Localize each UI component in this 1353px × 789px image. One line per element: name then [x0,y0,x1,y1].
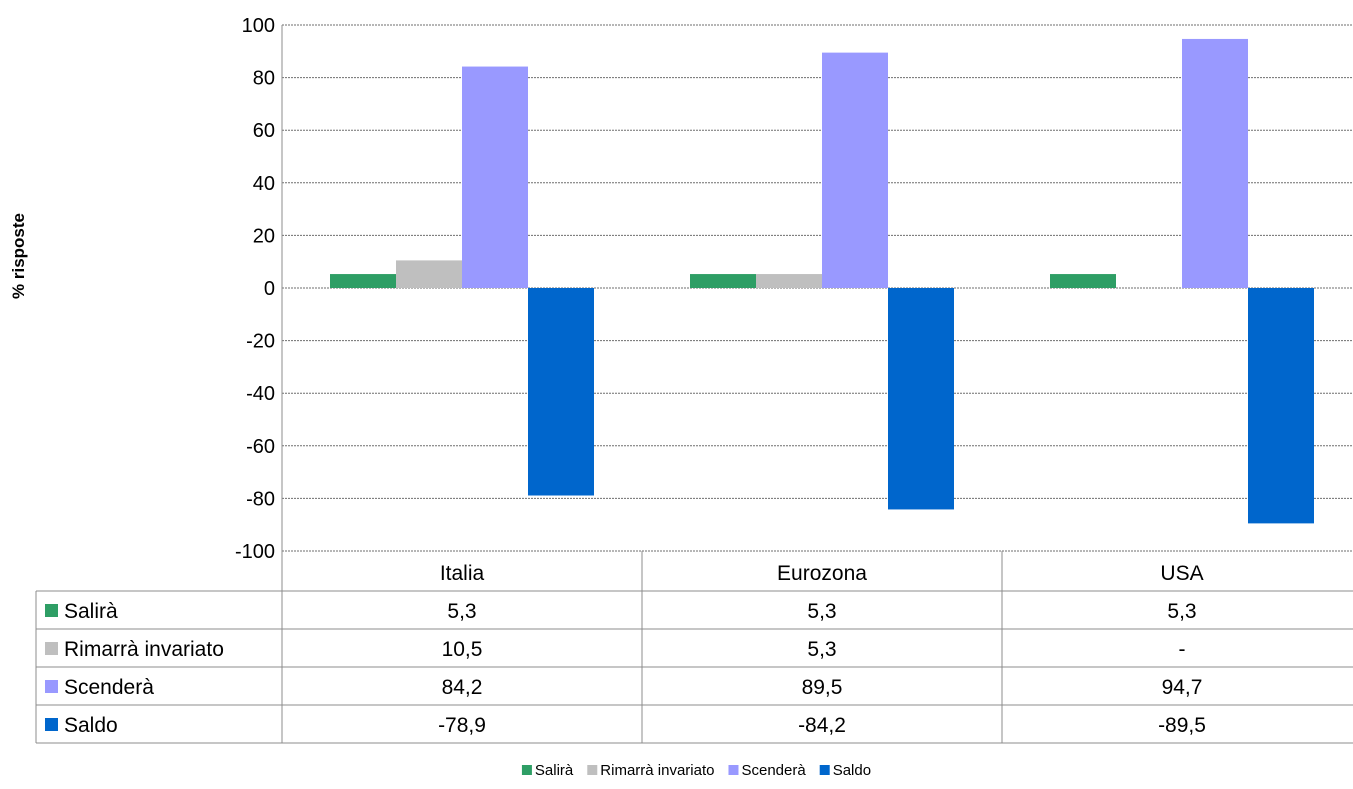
legend-item: Saldo [819,762,871,779]
table-cell: 5,3 [807,638,836,661]
table-cell: -84,2 [798,714,846,737]
legend-label: Saldo [833,762,871,779]
legend-label: Scenderà [741,762,806,779]
bar-salir--eurozona [690,274,756,288]
bar-scender--usa [1182,38,1248,289]
y-tick-label: -100 [235,541,275,563]
y-tick-label: 0 [264,278,275,300]
table-row-swatch [45,680,58,693]
y-axis: -100 -80 -60 -40 -20 0 20 40 60 80 100 [235,15,283,563]
bars [330,38,1314,524]
table-cell: 84,2 [442,676,483,699]
y-tick-label: 40 [253,173,275,195]
table-cell: - [1179,638,1186,661]
table-row-swatch [45,642,58,655]
table-cell: 89,5 [802,676,843,699]
table-row-label: Salirà [64,600,118,623]
y-tick-label: -20 [246,331,275,353]
legend: Salirà Rimarrà invariato Scenderà Saldo [521,762,871,779]
y-tick-label: -40 [246,383,275,405]
legend-label: Salirà [535,762,574,779]
legend-item: Scenderà [728,762,806,779]
bar-salir--italia [330,274,396,288]
legend-swatch [819,765,830,775]
table-row-swatch [45,604,58,617]
table-cell: -78,9 [438,714,486,737]
table-cell: 10,5 [442,638,483,661]
y-tick-label: -80 [246,488,275,510]
table-cell: -89,5 [1158,714,1206,737]
legend-swatch [587,765,598,775]
table-cell: 5,3 [807,600,836,623]
bar-saldo-eurozona [888,288,954,510]
legend-item: Rimarrà invariato [587,762,714,779]
bar-scender--italia [462,66,528,288]
legend-label: Rimarrà invariato [600,762,714,779]
table-row-label: Rimarrà invariato [64,638,224,661]
y-tick-label: 60 [253,120,275,142]
legend-swatch [728,765,739,775]
bar-saldo-italia [528,288,594,496]
legend-swatch [521,765,532,775]
y-axis-label: % risposte [9,213,28,299]
data-table: Italia Eurozona USA Salirà 5,3 5,3 5,3 Rimarrà … [35,551,1353,744]
category-label: Italia [440,562,485,585]
legend-item: Salirà [521,762,574,779]
table-row-label: Saldo [64,714,118,737]
y-tick-label: 80 [253,68,275,90]
table-row-swatch [45,718,58,731]
table-row-label: Scenderà [64,676,154,699]
table-cell: 94,7 [1162,676,1203,699]
category-label: Eurozona [777,562,867,585]
bar-rimarr-invariato-italia [396,260,462,288]
bar-rimarr-invariato-eurozona [756,274,822,288]
y-tick-label: 100 [242,15,275,37]
bar-salir--usa [1050,274,1116,288]
category-label: USA [1160,562,1203,585]
bar-scender--eurozona [822,52,888,288]
table-cell: 5,3 [447,600,476,623]
bar-saldo-usa [1248,288,1314,524]
table-cell: 5,3 [1167,600,1196,623]
y-tick-label: 20 [253,225,275,247]
y-tick-label: -60 [246,436,275,458]
